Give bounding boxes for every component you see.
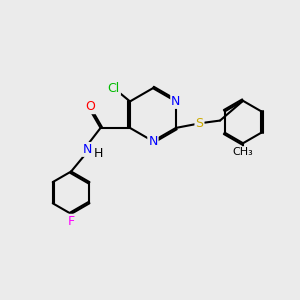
Text: F: F <box>68 215 75 228</box>
Text: S: S <box>195 117 203 130</box>
Text: O: O <box>85 100 95 113</box>
Text: H: H <box>94 147 103 160</box>
Text: N: N <box>148 135 158 148</box>
Text: Cl: Cl <box>108 82 120 95</box>
Text: N: N <box>171 95 181 108</box>
Text: CH₃: CH₃ <box>233 147 254 157</box>
Text: N: N <box>82 143 92 156</box>
